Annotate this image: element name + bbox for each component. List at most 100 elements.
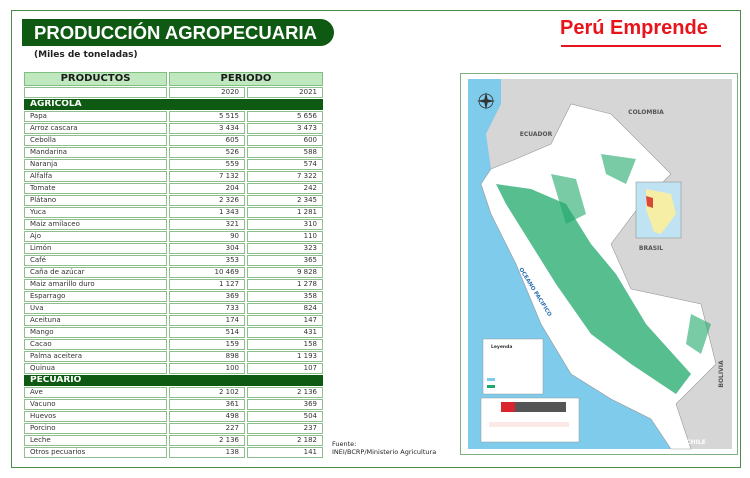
inset-peru-highlight bbox=[646, 196, 653, 208]
product-name: Ave bbox=[24, 387, 167, 398]
value-2021: 600 bbox=[246, 135, 323, 146]
value-2021: 158 bbox=[246, 339, 323, 350]
value-2021: 358 bbox=[246, 291, 323, 302]
table-row: Yuca 1 343 1 281 bbox=[24, 207, 323, 218]
value-2021: 824 bbox=[246, 303, 323, 314]
table-row: Maiz amarillo duro 1 127 1 278 bbox=[24, 279, 323, 290]
value-2021: 310 bbox=[246, 219, 323, 230]
label-colombia: COLOMBIA bbox=[628, 109, 664, 116]
value-2021: 107 bbox=[246, 363, 323, 374]
value-2020: 898 bbox=[168, 351, 245, 362]
table-row: Limón 304 323 bbox=[24, 243, 323, 254]
value-2020: 174 bbox=[168, 315, 245, 326]
value-2021: 1 278 bbox=[246, 279, 323, 290]
product-name: Yuca bbox=[24, 207, 167, 218]
table-row: Ave 2 102 2 136 bbox=[24, 387, 323, 398]
product-name: Arroz cascara bbox=[24, 123, 167, 134]
value-2021: 110 bbox=[246, 231, 323, 242]
legend-swatch-water bbox=[487, 378, 495, 381]
table-row: Plátano 2 326 2 345 bbox=[24, 195, 323, 206]
value-2020: 1 127 bbox=[168, 279, 245, 290]
value-2021: 1 193 bbox=[246, 351, 323, 362]
page-frame bbox=[11, 10, 741, 468]
peru-map: COLOMBIA ECUADOR BRASIL BOLIVIA CHILE OC… bbox=[460, 73, 738, 455]
source-note: Fuente: INEI/BCRP/Ministerio Agricultura bbox=[332, 440, 436, 456]
product-name: Naranja bbox=[24, 159, 167, 170]
neighbor-countries bbox=[486, 79, 732, 449]
table-header-row: PRODUCTOS PERIODO bbox=[24, 72, 323, 86]
table-row: Aceituna 174 147 bbox=[24, 315, 323, 326]
label-bolivia: BOLIVIA bbox=[718, 360, 725, 388]
brand-underline bbox=[561, 45, 721, 47]
product-name: Café bbox=[24, 255, 167, 266]
value-2020: 369 bbox=[168, 291, 245, 302]
product-name: Esparrago bbox=[24, 291, 167, 302]
value-2021: 141 bbox=[246, 447, 323, 458]
value-2021: 3 473 bbox=[246, 123, 323, 134]
value-2020: 514 bbox=[168, 327, 245, 338]
year-2020: 2020 bbox=[168, 87, 245, 98]
value-2021: 2 345 bbox=[246, 195, 323, 206]
value-2020: 559 bbox=[168, 159, 245, 170]
table-row: Cacao 159 158 bbox=[24, 339, 323, 350]
table-row: Vacuno 361 369 bbox=[24, 399, 323, 410]
table-row: Café 353 365 bbox=[24, 255, 323, 266]
product-name: Aceituna bbox=[24, 315, 167, 326]
page-subtitle: (Miles de toneladas) bbox=[34, 50, 138, 60]
value-2020: 526 bbox=[168, 147, 245, 158]
label-brasil: BRASIL bbox=[639, 245, 663, 252]
ministry-logo bbox=[501, 402, 566, 412]
value-2021: 2 182 bbox=[246, 435, 323, 446]
agri-zones-secondary bbox=[551, 154, 711, 354]
table-row: Uva 733 824 bbox=[24, 303, 323, 314]
table-row: Palma aceitera 898 1 193 bbox=[24, 351, 323, 362]
value-2020: 159 bbox=[168, 339, 245, 350]
legend-swatch-agri bbox=[487, 385, 495, 388]
table-row: Huevos 498 504 bbox=[24, 411, 323, 422]
value-2020: 321 bbox=[168, 219, 245, 230]
table-row: Otros pecuarios 138 141 bbox=[24, 447, 323, 458]
table-row: Arroz cascara 3 434 3 473 bbox=[24, 123, 323, 134]
value-2021: 237 bbox=[246, 423, 323, 434]
header-period: PERIODO bbox=[168, 72, 323, 86]
value-2020: 605 bbox=[168, 135, 245, 146]
year-row: 2020 2021 bbox=[24, 87, 323, 98]
compass-star-icon bbox=[477, 92, 495, 110]
product-name: Mango bbox=[24, 327, 167, 338]
product-name: Caña de azúcar bbox=[24, 267, 167, 278]
value-2021: 9 828 bbox=[246, 267, 323, 278]
product-name: Alfalfa bbox=[24, 171, 167, 182]
value-2020: 5 515 bbox=[168, 111, 245, 122]
value-2021: 369 bbox=[246, 399, 323, 410]
product-name: Palma aceitera bbox=[24, 351, 167, 362]
value-2020: 2 102 bbox=[168, 387, 245, 398]
product-name: Porcino bbox=[24, 423, 167, 434]
value-2020: 733 bbox=[168, 303, 245, 314]
value-2021: 323 bbox=[246, 243, 323, 254]
product-name: Plátano bbox=[24, 195, 167, 206]
value-2021: 365 bbox=[246, 255, 323, 266]
value-2020: 2 326 bbox=[168, 195, 245, 206]
product-name: Papa bbox=[24, 111, 167, 122]
value-2020: 361 bbox=[168, 399, 245, 410]
table-row: Caña de azúcar 10 469 9 828 bbox=[24, 267, 323, 278]
table-row: Naranja 559 574 bbox=[24, 159, 323, 170]
table-row: Mango 514 431 bbox=[24, 327, 323, 338]
product-name: Cebolla bbox=[24, 135, 167, 146]
product-name: Uva bbox=[24, 303, 167, 314]
product-name: Leche bbox=[24, 435, 167, 446]
production-table: PRODUCTOS PERIODO 2020 2021 AGRICOLA Papa 5 5… bbox=[22, 71, 325, 459]
table-row: Maiz amilaceo 321 310 bbox=[24, 219, 323, 230]
table-row: Esparrago 369 358 bbox=[24, 291, 323, 302]
table-row: Leche 2 136 2 182 bbox=[24, 435, 323, 446]
product-name: Maiz amilaceo bbox=[24, 219, 167, 230]
section-row: AGRICOLA bbox=[24, 99, 323, 110]
table-row: Cebolla 605 600 bbox=[24, 135, 323, 146]
value-2020: 10 469 bbox=[168, 267, 245, 278]
label-chile: CHILE bbox=[686, 439, 706, 446]
table-row: Ajo 90 110 bbox=[24, 231, 323, 242]
table-row: Quinua 100 107 bbox=[24, 363, 323, 374]
year-2021: 2021 bbox=[246, 87, 323, 98]
page-title: PRODUCCIÓN AGROPECUARIA bbox=[22, 19, 334, 46]
product-name: Maiz amarillo duro bbox=[24, 279, 167, 290]
